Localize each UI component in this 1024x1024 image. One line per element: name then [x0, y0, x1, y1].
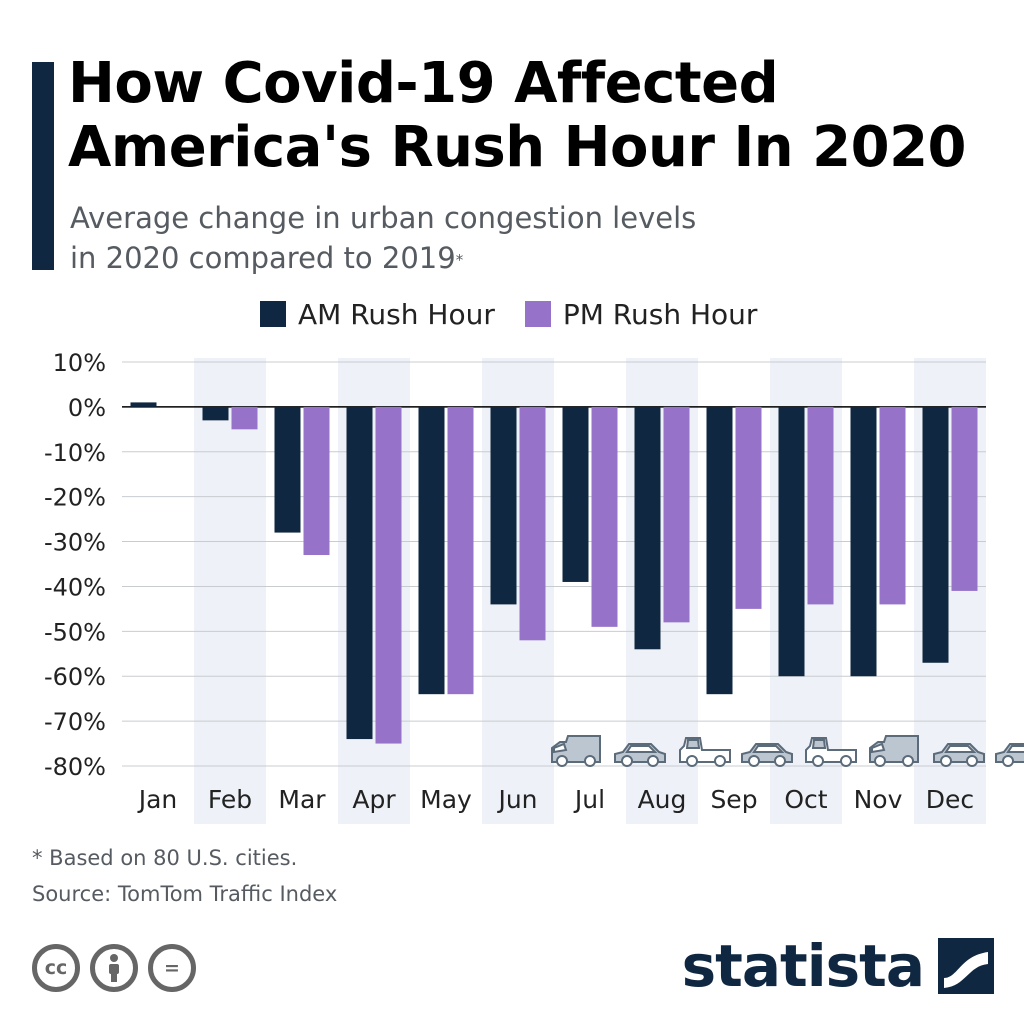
bar-chart: 10% 0% -10% -20% -30% -40% -50% -60% -70% -80% Ja… — [44, 349, 1024, 824]
page-title: How Covid-19 Affected America's Rush Hour… — [68, 51, 967, 180]
x-tick-label-aug: Aug — [638, 785, 687, 814]
bar-am-may — [418, 406, 445, 695]
vehicle-decoration — [551, 735, 1024, 767]
bar-pm-may — [447, 406, 474, 695]
bar-pm-dec — [951, 406, 978, 591]
x-tick-label-jan: Jan — [137, 785, 178, 814]
attribution-icon[interactable] — [90, 944, 138, 992]
legend-label-pm: PM Rush Hour — [562, 297, 758, 331]
legend-swatch-pm — [524, 301, 551, 327]
y-tick-label: 0% — [68, 394, 106, 422]
bar-pm-mar — [303, 406, 330, 556]
y-tick-label: -10% — [44, 439, 106, 467]
legend-swatch-am — [260, 301, 286, 327]
bar-pm-feb — [231, 406, 258, 430]
y-tick-label: -40% — [44, 573, 106, 601]
subtitle-line-2: in 2020 compared to 2019 — [70, 241, 456, 275]
bar-am-apr — [346, 406, 373, 740]
car-icon — [995, 743, 1024, 767]
van-icon — [869, 735, 919, 767]
pickup-icon — [679, 737, 731, 767]
bar-pm-oct — [807, 406, 834, 605]
x-tick-label-mar: Mar — [278, 785, 326, 814]
bar-am-oct — [778, 406, 805, 677]
bar-pm-apr — [375, 406, 402, 744]
bar-am-mar — [274, 406, 301, 533]
license-icons: cc = — [32, 944, 196, 992]
y-tick-label: -60% — [44, 663, 106, 691]
brand-mark-icon — [938, 938, 994, 994]
y-tick-label: 10% — [53, 349, 106, 377]
x-axis-labels: Jan Feb Mar Apr May Jun Jul Aug Sep Oct Nov Dec — [137, 785, 974, 814]
bar-pm-jul — [591, 406, 618, 627]
legend-item-am: AM Rush Hour — [260, 298, 495, 331]
bar-pm-sep — [735, 406, 762, 609]
subtitle-footnote-mark: * — [455, 251, 464, 269]
bar-pm-jun — [519, 406, 546, 641]
no-derivatives-icon[interactable]: = — [148, 944, 196, 992]
x-tick-label-sep: Sep — [710, 785, 757, 814]
bar-pm-aug — [663, 406, 690, 623]
brand-name: statista — [681, 932, 925, 1000]
cc-icon-text: cc — [44, 957, 68, 979]
page-subtitle: Average change in urban congestion level… — [70, 198, 696, 278]
chart-legend: AM Rush Hour PM Rush Hour — [260, 294, 757, 334]
nd-icon-text: = — [164, 957, 180, 979]
x-tick-label-oct: Oct — [784, 785, 827, 814]
x-tick-label-nov: Nov — [854, 785, 903, 814]
x-tick-label-dec: Dec — [926, 785, 974, 814]
legend-label-am: AM Rush Hour — [298, 297, 495, 331]
car-icon — [614, 743, 666, 767]
source-note: Source: TomTom Traffic Index — [32, 882, 338, 906]
x-tick-label-jul: Jul — [573, 785, 605, 814]
bar-am-feb — [202, 406, 229, 421]
x-tick-label-may: May — [420, 785, 472, 814]
grid-lines — [122, 361, 986, 767]
cc-icon[interactable]: cc — [32, 944, 80, 992]
y-axis-labels: 10% 0% -10% -20% -30% -40% -50% -60% -70% -80% — [44, 349, 106, 781]
brand-logo[interactable]: statista — [682, 936, 994, 996]
y-tick-label: -20% — [44, 484, 106, 512]
y-tick-label: -50% — [44, 618, 106, 646]
person-glyph — [109, 954, 119, 982]
bar-am-dec — [922, 406, 949, 663]
legend-item-pm: PM Rush Hour — [524, 297, 758, 331]
bar-am-jan — [130, 402, 157, 407]
title-line-1: How Covid-19 Affected — [68, 51, 779, 116]
bar-am-sep — [706, 406, 733, 695]
bar-am-jun — [490, 406, 517, 605]
bar-am-nov — [850, 406, 877, 677]
y-tick-label: -80% — [44, 753, 106, 781]
y-tick-label: -30% — [44, 529, 106, 557]
bar-am-jul — [562, 406, 589, 582]
bars — [130, 402, 978, 744]
car-icon — [933, 743, 985, 767]
car-icon — [741, 743, 793, 767]
band-feb — [194, 358, 266, 824]
x-tick-label-feb: Feb — [208, 785, 252, 814]
title-accent-bar — [32, 62, 54, 270]
x-tick-label-jun: Jun — [496, 785, 537, 814]
footnote: * Based on 80 U.S. cities. — [32, 846, 298, 870]
y-tick-label: -70% — [44, 708, 106, 736]
pickup-icon — [805, 737, 857, 767]
title-line-2: America's Rush Hour In 2020 — [68, 115, 967, 180]
bar-am-aug — [634, 406, 661, 650]
x-tick-label-apr: Apr — [352, 785, 396, 814]
bar-pm-nov — [879, 406, 906, 605]
subtitle-line-1: Average change in urban congestion level… — [70, 201, 697, 235]
van-icon — [551, 735, 601, 767]
